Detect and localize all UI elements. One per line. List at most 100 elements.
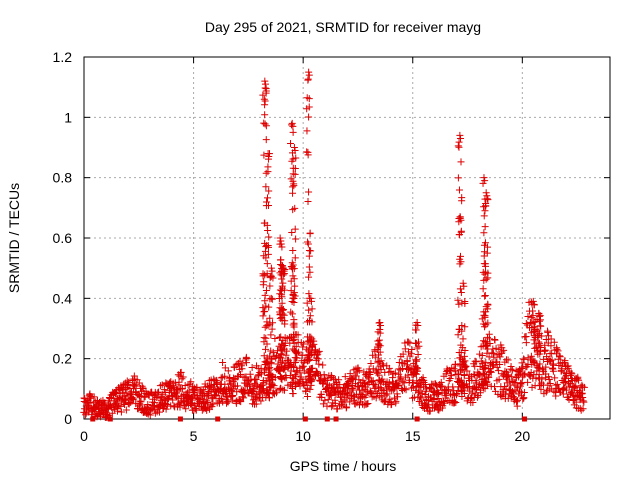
data-point [542,388,550,396]
data-point [242,359,250,367]
x-tick-label: 15 [405,428,421,444]
data-point [459,335,467,343]
data-point [299,380,307,388]
data-point [135,379,143,387]
data-point [343,403,351,411]
data-point [328,403,336,411]
data-point [129,396,137,404]
data-point [266,314,274,322]
data-point [287,308,295,316]
data-point [375,351,383,359]
data-point [460,389,468,397]
data-point [520,394,528,402]
data-point [572,382,580,390]
data-point [520,355,528,363]
data-point [450,398,458,406]
data-point [436,383,444,391]
data-point [538,375,546,383]
data-point [212,380,220,388]
data-point [352,372,360,380]
data-point [297,373,305,381]
data-point [151,409,159,417]
data-point [308,348,316,356]
data-point [169,396,177,404]
data-point [570,382,578,390]
data-point [524,378,532,386]
data-point [568,388,576,396]
data-point [278,314,286,322]
data-point [292,343,300,351]
data-point [130,395,138,403]
data-point [529,374,537,382]
data-point [289,189,297,197]
data-point [529,307,537,315]
data-point [554,347,562,355]
data-point [246,370,254,378]
data-point [298,351,306,359]
axis-marker [90,416,96,422]
data-point [224,398,232,406]
data-point [480,374,488,382]
data-point [485,373,493,381]
data-point [471,357,479,365]
data-point [291,371,299,379]
data-point [304,352,312,360]
data-point [228,387,236,395]
data-point [260,308,268,316]
data-point [259,312,267,320]
data-point [291,359,299,367]
data-point [305,68,313,76]
data-point [376,318,384,326]
data-point [527,298,535,306]
x-tick-labels: 0 5 10 15 20 [80,428,530,444]
data-point [115,402,123,410]
data-point [279,264,287,272]
data-point [382,391,390,399]
data-point [319,400,327,408]
data-point [176,403,184,411]
data-point [267,264,275,272]
data-point [483,249,491,257]
data-point [181,382,189,390]
data-point [314,355,322,363]
data-point [481,292,489,300]
data-point [262,85,270,93]
data-point [484,345,492,353]
data-point [482,202,490,210]
data-point [536,382,544,390]
data-point [533,348,541,356]
data-point [483,379,491,387]
data-point [496,353,504,361]
data-point [404,338,412,346]
data-point [421,390,429,398]
data-point [276,367,284,375]
data-point [307,333,315,341]
data-point [474,393,482,401]
data-point [372,388,380,396]
data-point [547,342,555,350]
data-point [319,361,327,369]
data-point [275,334,283,342]
data-point [304,197,312,205]
data-point [216,394,224,402]
data-point [481,385,489,393]
data-point [510,389,518,397]
data-point [501,367,509,375]
data-point [218,395,226,403]
data-point [413,364,421,372]
data-point [496,361,504,369]
data-point [263,322,271,330]
data-point [204,392,212,400]
data-point [484,243,492,251]
data-point [291,292,299,300]
data-point [308,305,316,313]
data-point [177,368,185,376]
data-point [217,374,225,382]
data-point [547,335,555,343]
data-point [80,394,88,402]
data-point [364,400,372,408]
axis-marker [414,416,420,422]
data-point [173,393,181,401]
data-point [390,385,398,393]
data-point [266,282,274,290]
